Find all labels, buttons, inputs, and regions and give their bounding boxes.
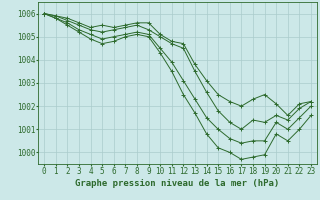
X-axis label: Graphe pression niveau de la mer (hPa): Graphe pression niveau de la mer (hPa) (76, 179, 280, 188)
